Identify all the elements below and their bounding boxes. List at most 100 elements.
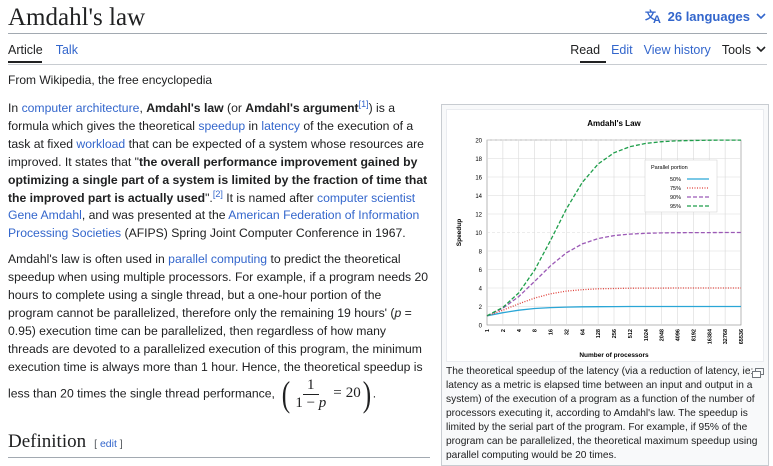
- text: (AFIPS) Spring Joint Computer Conference…: [121, 226, 406, 241]
- text: ".: [205, 190, 213, 205]
- speedup-formula: (1 1 − p = 20): [280, 374, 372, 415]
- legend-label: 75%: [670, 186, 681, 192]
- x-tick-label: 16384: [707, 328, 713, 344]
- text: in: [245, 118, 262, 133]
- y-tick-label: 12: [475, 213, 482, 219]
- text: In: [8, 101, 22, 115]
- edit-section-link[interactable]: edit: [99, 438, 117, 450]
- bold-quote: the overall performance improvement gain…: [8, 154, 428, 205]
- x-tick-label: 16: [549, 329, 555, 335]
- chevron-down-icon: [755, 11, 767, 21]
- tab-edit[interactable]: Edit: [611, 43, 633, 57]
- x-tick-label: 64: [580, 328, 586, 335]
- legend-label: 50%: [670, 177, 681, 183]
- formula-result: 20: [345, 385, 361, 402]
- languages-button[interactable]: 文 A 26 languages: [645, 8, 767, 24]
- tab-view-history[interactable]: View history: [643, 43, 711, 57]
- x-tick-label: 65536: [739, 329, 745, 344]
- denominator-var: p: [318, 394, 327, 411]
- svg-text:文: 文: [645, 8, 657, 22]
- page-title: Amdahl's law: [8, 4, 146, 31]
- text: , and was presented at the: [81, 208, 229, 223]
- text: = 0.95) execution time can be paralleliz…: [8, 305, 423, 401]
- series-line-75pct: [486, 287, 741, 317]
- link-gene-amdahl[interactable]: computer scientist Gene Amdahl: [8, 190, 416, 223]
- x-tick-label: 32: [564, 329, 570, 335]
- citation-2[interactable]: [2]: [212, 188, 223, 199]
- bracket: [: [94, 438, 100, 450]
- chart-image[interactable]: Amdahl's Law 0 2 4 6 8 10 12 14 16 18 20 1 2 4 8 16 32 64 1…: [446, 109, 764, 362]
- equals-sign: =: [333, 385, 342, 402]
- fraction-numerator: 1: [303, 377, 319, 395]
- second-paragraph: Amdahl's law is often used in parallel c…: [8, 251, 430, 415]
- section-definition: Definition [ edit ]: [8, 431, 123, 453]
- series-line-50pct: [486, 305, 741, 317]
- title-divider: [8, 33, 767, 34]
- x-tick-label: 4: [517, 328, 523, 332]
- tab-article[interactable]: Article: [8, 43, 43, 57]
- enlarge-icon[interactable]: [752, 365, 764, 378]
- tab-read-underline: [580, 61, 606, 63]
- x-tick-label: 2: [501, 329, 507, 332]
- text: It is named after: [222, 190, 317, 205]
- x-tick-label: 32768: [723, 329, 729, 344]
- intro-paragraph: In computer architecture, Amdahl's law (…: [8, 98, 430, 243]
- y-tick-label: 2: [479, 305, 483, 311]
- y-tick-label: 10: [475, 231, 482, 237]
- article-body: In computer architecture, Amdahl's law (…: [8, 98, 430, 420]
- x-tick-label: 8: [533, 329, 539, 332]
- y-tick-label: 0: [479, 324, 483, 330]
- y-tick-label: 4: [479, 287, 483, 293]
- y-tick-label: 20: [475, 139, 482, 145]
- link-afips[interactable]: American Federation of Information Proce…: [8, 208, 420, 241]
- text: (or: [223, 101, 246, 115]
- text: to predict the theoretical speedup when …: [8, 252, 429, 320]
- svg-text:A: A: [653, 14, 661, 24]
- translate-icon: 文 A: [645, 8, 663, 24]
- text: ) is a formula which gives the theoretic…: [8, 101, 396, 133]
- y-tick-label: 8: [479, 250, 483, 256]
- y-tick-label: 16: [475, 176, 482, 182]
- text: Amdahl's law is often used in: [8, 252, 169, 267]
- tabs-divider: [8, 64, 767, 65]
- text: of the execution of a task at fixed: [8, 118, 414, 151]
- page-tabs: Article Talk Read Edit View history Tool…: [0, 36, 773, 65]
- y-tick-label: 6: [479, 268, 483, 274]
- right-paren: ): [362, 374, 371, 415]
- bracket: ]: [116, 438, 123, 450]
- link-workload[interactable]: workload: [76, 136, 126, 151]
- y-tick-label: 14: [475, 194, 482, 200]
- link-parallel-computing[interactable]: parallel computing: [168, 252, 268, 267]
- y-axis-label: Speedup: [456, 219, 463, 246]
- bold-term: Amdahl's law: [146, 101, 224, 115]
- site-subtitle: From Wikipedia, the free encyclopedia: [8, 73, 213, 87]
- link-latency[interactable]: latency: [261, 118, 301, 133]
- figure-box: Amdahl's Law 0 2 4 6 8 10 12 14 16 18 20 1 2 4 8 16 32 64 1…: [441, 104, 769, 466]
- tab-read[interactable]: Read: [570, 43, 601, 57]
- var-p: p: [394, 305, 402, 320]
- legend-label: 90%: [670, 195, 681, 201]
- x-axis-label: Number of processors: [579, 352, 649, 359]
- bold-term: Amdahl's argument: [245, 101, 359, 115]
- chevron-down-icon: [755, 43, 767, 57]
- fraction-denominator: 1 − p: [295, 395, 326, 412]
- x-tick-label: 8192: [691, 329, 697, 341]
- link-speedup[interactable]: speedup: [198, 118, 246, 133]
- text: ,: [139, 101, 147, 115]
- x-tick-label: 256: [612, 329, 618, 338]
- link-computer-architecture[interactable]: computer architecture: [21, 101, 140, 115]
- tab-article-underline: [8, 61, 42, 63]
- text: .: [372, 386, 377, 401]
- series-line-90pct: [486, 231, 741, 317]
- tab-talk[interactable]: Talk: [55, 43, 78, 57]
- figure-caption: The theoretical speedup of the latency (…: [446, 366, 758, 461]
- x-tick-label: 1: [485, 329, 491, 332]
- citation-1[interactable]: [1]: [358, 98, 369, 109]
- tools-menu[interactable]: Tools: [722, 43, 767, 57]
- x-tick-label: 1024: [644, 328, 650, 341]
- x-tick-label: 128: [596, 329, 602, 338]
- left-paren: (: [282, 374, 291, 415]
- page-header: Amdahl's law 文 A 26 languages: [0, 0, 773, 36]
- series-line-95pct: [486, 139, 741, 317]
